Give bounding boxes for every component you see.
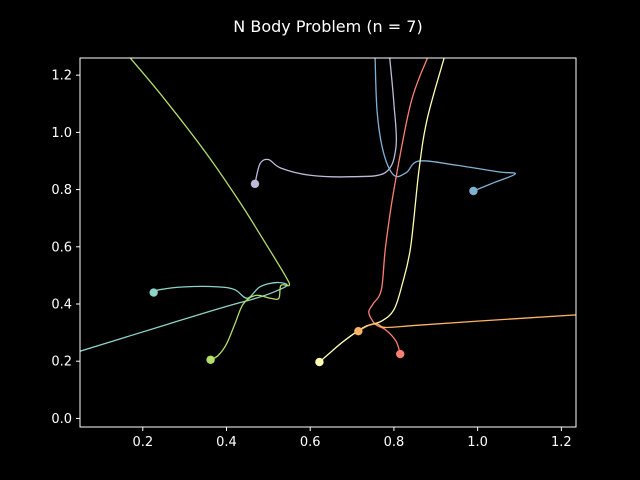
body-marker-6 — [315, 357, 324, 367]
axes-frame — [79, 57, 577, 428]
body-marker-4 — [469, 186, 478, 196]
body-marker-1 — [149, 288, 158, 297]
y-tick-label: 1.0 — [51, 126, 72, 141]
body-markers — [149, 179, 478, 367]
body-marker-7 — [354, 326, 363, 336]
trajectory-line-2 — [129, 58, 291, 361]
y-tick-label: 0.8 — [51, 183, 72, 198]
x-tick-label: 1.2 — [551, 435, 572, 450]
trajectory-line-1 — [80, 281, 288, 352]
x-tick-label: 0.2 — [132, 435, 153, 450]
x-tick-label: 1.0 — [467, 435, 488, 450]
trajectory-line-7 — [358, 314, 576, 332]
trajectory-line-5 — [368, 58, 429, 355]
y-axis: 0.0 0.2 0.4 0.6 0.8 1.0 1.2 — [51, 69, 80, 427]
y-tick-label: 0.4 — [51, 298, 72, 313]
chart-title: N Body Problem (n = 7) — [233, 17, 422, 36]
y-tick-label: 1.2 — [51, 69, 72, 84]
body-marker-3 — [250, 179, 260, 189]
trajectories — [80, 58, 576, 363]
x-tick-label: 0.4 — [216, 435, 237, 450]
x-axis: 0.2 0.4 0.6 0.8 1.0 1.2 — [132, 427, 572, 450]
trajectory-line-3 — [254, 58, 398, 185]
y-tick-label: 0.2 — [51, 355, 72, 370]
x-tick-label: 0.6 — [300, 435, 321, 450]
x-tick-label: 0.8 — [384, 435, 405, 450]
trajectory-line-6 — [318, 58, 445, 363]
body-marker-2 — [206, 355, 215, 364]
trajectory-line-4 — [374, 58, 516, 192]
body-marker-5 — [396, 349, 405, 359]
y-tick-label: 0.6 — [51, 240, 72, 255]
y-tick-label: 0.0 — [51, 412, 72, 427]
